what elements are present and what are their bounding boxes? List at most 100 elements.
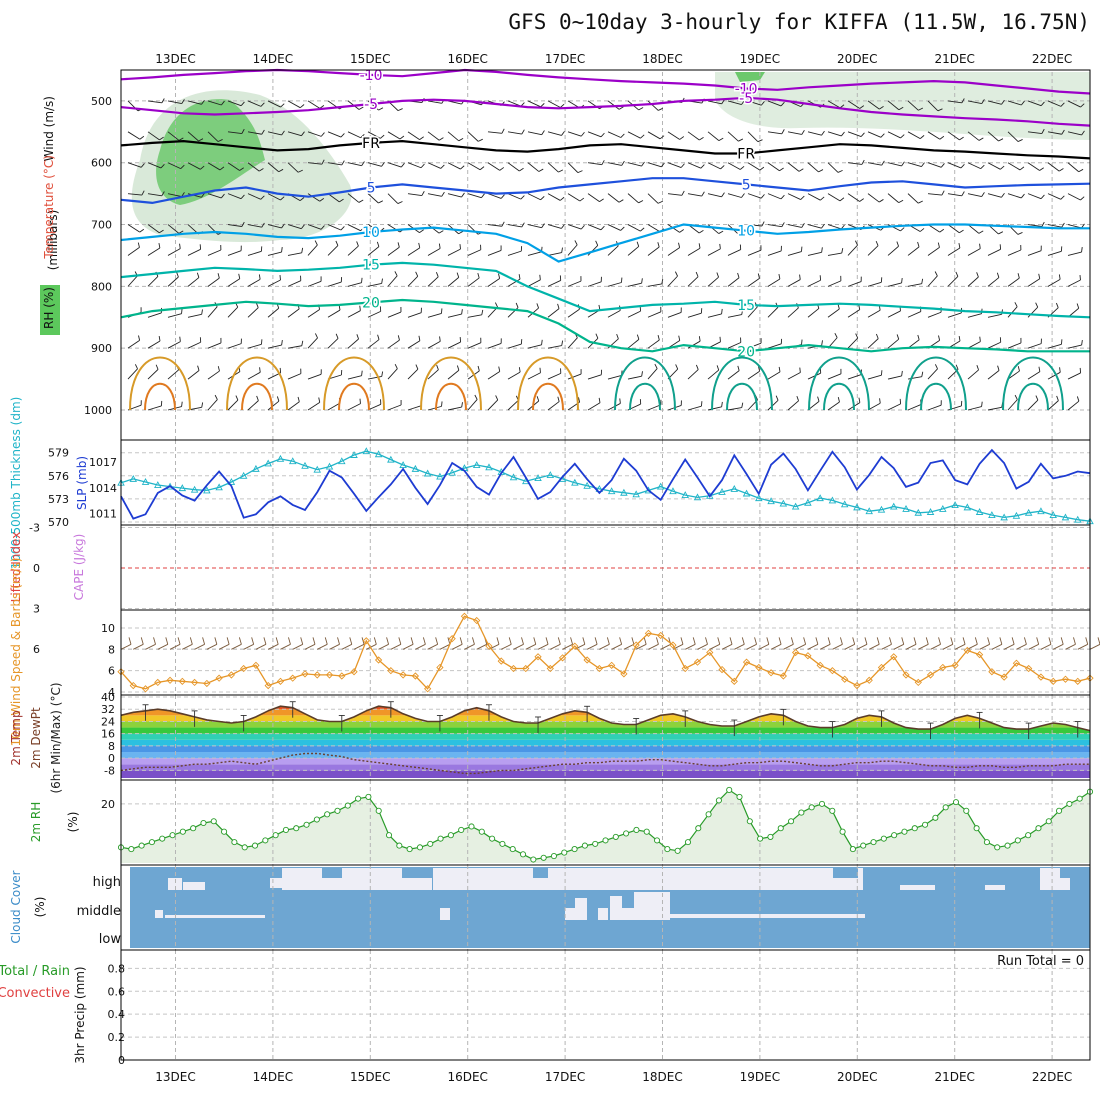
y-tick-label: 576	[48, 470, 69, 483]
thickness-point	[644, 486, 653, 494]
bl-contour	[1017, 382, 1049, 411]
wind-barb	[721, 99, 725, 105]
wind-barb	[767, 193, 782, 200]
wind-barb	[427, 193, 442, 197]
thickness-point	[804, 498, 812, 506]
wind-barb	[858, 304, 861, 310]
rh-point	[396, 842, 403, 849]
thickness-point	[939, 504, 947, 512]
wind-barb	[987, 131, 999, 142]
wind-barb	[827, 401, 840, 411]
wind-barb	[300, 637, 304, 645]
cloud-row-label: middle	[77, 904, 121, 919]
rh-point	[561, 849, 568, 856]
thickness-point	[583, 481, 591, 489]
thickness-point	[1061, 513, 1070, 521]
wind-barb	[456, 365, 460, 371]
wind-barb	[267, 100, 281, 108]
wind-barb	[207, 249, 222, 256]
wind-barb	[847, 281, 862, 287]
wind-barb	[867, 162, 882, 166]
wind-barb	[387, 404, 402, 411]
wind-barb	[1067, 193, 1081, 201]
side-label: 3hr Precip (mm)	[73, 966, 87, 1063]
wind-barb	[1027, 250, 1042, 256]
bl-contour	[711, 356, 773, 411]
wind-barb	[201, 402, 204, 408]
bl-contour	[629, 382, 661, 411]
wind-barb	[247, 131, 262, 135]
wind-barb	[960, 164, 965, 169]
isotherm-line	[120, 177, 1091, 205]
wind-barb	[507, 343, 522, 349]
wind-barb	[361, 161, 365, 166]
wind-barb	[1060, 637, 1064, 645]
wind-barb	[754, 637, 757, 645]
wind-barb	[905, 643, 917, 650]
wind-barb	[627, 131, 641, 139]
wind-barb	[757, 139, 763, 143]
wind-barb	[161, 191, 165, 197]
thickness-point	[693, 493, 702, 501]
rh-point	[952, 799, 960, 806]
wind-speed-point	[865, 676, 873, 684]
wind-barb	[927, 311, 942, 318]
wind-barb	[586, 643, 598, 650]
thickness-point	[816, 494, 824, 502]
thickness-point	[190, 485, 199, 493]
wind-speed-point	[1025, 664, 1033, 673]
wind-barb	[987, 100, 1002, 105]
wind-barb	[787, 131, 802, 135]
wind-barb	[467, 314, 482, 318]
wind-barb	[427, 162, 441, 169]
wind-barb	[187, 341, 201, 349]
rh-shade-core	[156, 99, 265, 205]
wind-barb	[1085, 637, 1089, 645]
wind-barb	[647, 283, 662, 287]
wind-barb	[1047, 193, 1061, 200]
wind-barb	[165, 637, 169, 645]
wind-barb	[718, 230, 724, 234]
temp-band	[121, 733, 1090, 740]
cloud-patch	[168, 878, 182, 890]
wind-barb	[138, 335, 141, 341]
wind-barb	[641, 371, 643, 377]
rh-point	[385, 832, 393, 839]
side-label: RH (%)	[42, 287, 56, 329]
wind-barb	[707, 276, 719, 287]
wind-barb	[261, 129, 265, 135]
wind-speed-point	[252, 661, 260, 669]
wind-barb	[641, 161, 645, 167]
wind-barb	[841, 248, 844, 254]
wind-barb	[221, 100, 225, 106]
wind-barb	[950, 637, 954, 645]
wind-barb	[247, 343, 262, 349]
rh-point	[282, 826, 289, 834]
wind-barb	[127, 275, 138, 287]
rh-point	[293, 825, 300, 832]
wind-barb	[500, 194, 505, 199]
y-tick-label: 800	[91, 280, 112, 293]
wind-barb	[307, 401, 320, 411]
wind-barb	[1067, 400, 1080, 411]
thickness-point	[963, 503, 972, 511]
wind-barb	[587, 131, 602, 138]
wind-barb	[267, 251, 282, 256]
cloud-patch	[440, 908, 450, 920]
bl-contour	[226, 356, 288, 411]
wind-barb	[716, 365, 720, 371]
wind-barb	[356, 241, 359, 247]
wind-barb	[1028, 643, 1039, 650]
dewpt-line	[120, 752, 1090, 775]
wind-barb	[827, 308, 840, 318]
day-label-bottom: 17DEC	[545, 1070, 585, 1084]
wind-barb	[898, 106, 904, 111]
wind-barb	[767, 131, 782, 135]
wind-barb	[695, 364, 699, 370]
wind-barb	[241, 221, 245, 227]
wind-barb	[1047, 400, 1059, 411]
wind-speed-point	[1000, 673, 1008, 681]
wind-speed-point	[178, 677, 186, 685]
